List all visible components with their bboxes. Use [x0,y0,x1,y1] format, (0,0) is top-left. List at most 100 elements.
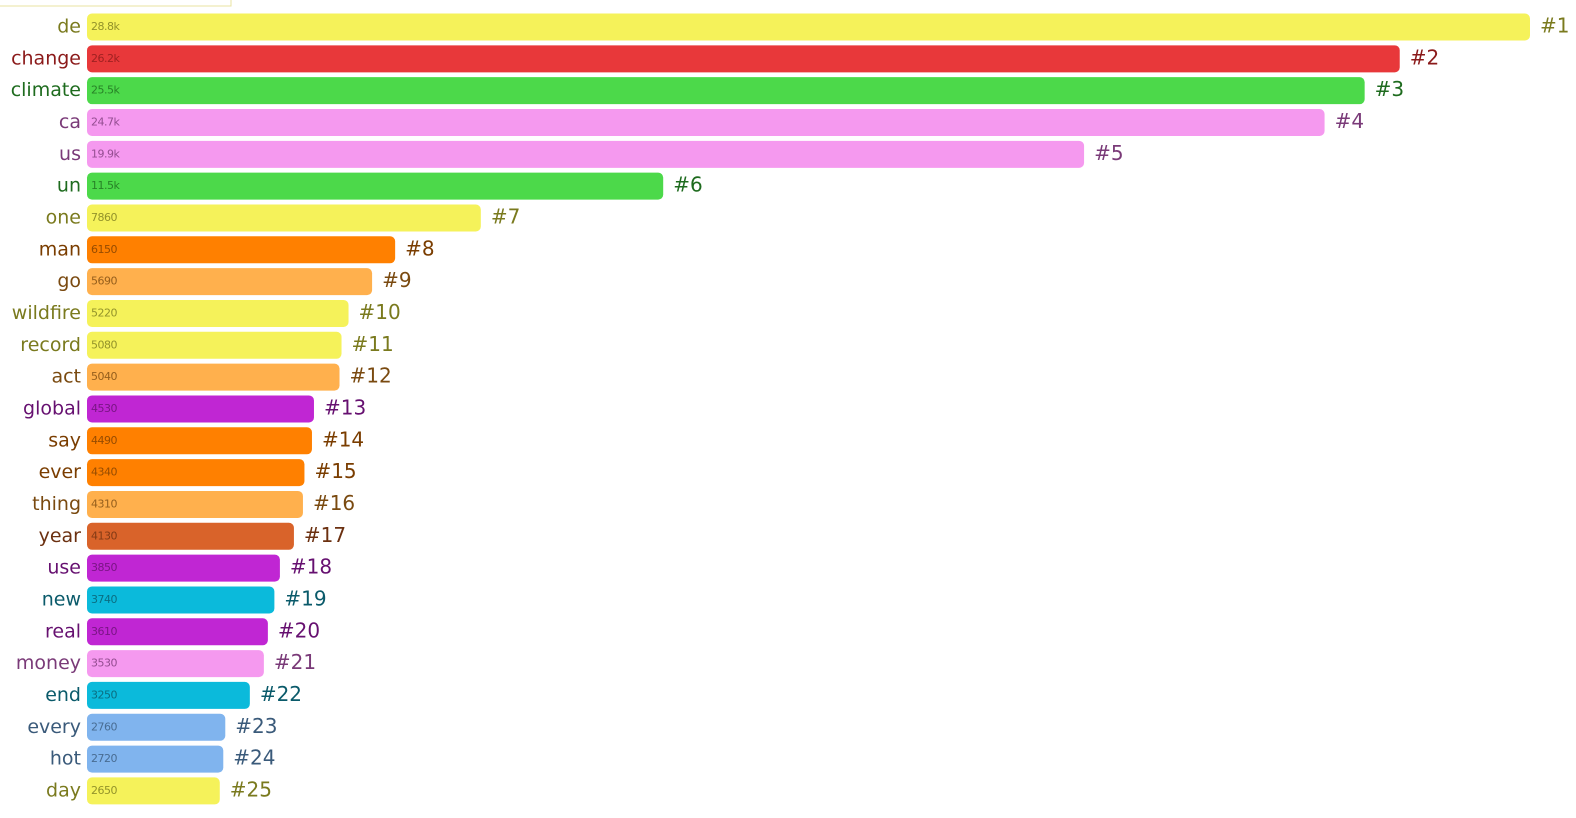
bar [87,77,1365,105]
bar [87,522,294,550]
value-label: 28.8k [91,20,120,33]
rank-label: #17 [304,523,346,547]
rank-label: #12 [350,364,392,388]
bar [87,745,224,773]
value-label: 2760 [91,720,117,733]
value-label: 26.2k [91,52,120,65]
value-label: 11.5k [91,179,120,192]
category-label: every [27,716,81,738]
category-label: one [46,206,81,228]
category-label: record [20,334,81,356]
value-label: 4490 [91,434,117,447]
category-label: wildfire [12,302,81,324]
bar [87,777,220,805]
value-label: 3250 [91,688,117,701]
top-box [0,0,232,7]
rank-label: #2 [1410,45,1439,69]
category-label: go [57,270,81,292]
value-label: 6150 [91,243,117,256]
bar [87,108,1325,136]
category-label: money [16,652,81,674]
value-label: 4310 [91,497,117,510]
category-label: man [39,238,81,260]
rank-label: #8 [405,236,434,260]
rank-label: #3 [1375,77,1404,101]
category-label: year [39,525,82,547]
bar [87,268,373,296]
category-label: act [51,366,81,388]
bar [87,140,1085,168]
rank-label: #22 [260,682,302,706]
category-label: new [42,588,81,610]
category-label: global [23,397,81,419]
rank-label: #19 [284,586,326,610]
value-label: 3610 [91,625,117,638]
category-label: ca [59,111,81,133]
value-label: 19.9k [91,147,120,160]
bar [87,554,280,582]
category-label: hot [50,748,81,770]
bar [87,618,268,646]
rank-label: #16 [313,491,355,515]
rank-label: #7 [491,204,520,228]
value-label: 3850 [91,561,117,574]
category-label: ever [39,461,82,483]
rank-label: #14 [322,427,364,451]
value-label: 5220 [91,306,117,319]
bar [87,172,664,200]
value-label: 24.7k [91,115,120,128]
rank-label: #4 [1335,109,1364,133]
category-label: say [48,429,81,451]
bar [87,427,312,455]
rank-label: #11 [352,332,394,356]
category-label: thing [32,493,81,515]
value-label: 3740 [91,593,117,606]
value-label: 25.5k [91,84,120,97]
value-label: 2650 [91,784,117,797]
category-label: de [57,16,81,38]
value-label: 4340 [91,466,117,479]
bar [87,681,250,709]
value-label: 5040 [91,370,117,383]
bar [87,363,340,391]
rank-label: #10 [359,300,401,324]
category-label: end [45,684,81,706]
bar [87,236,396,264]
category-label: us [59,143,81,165]
category-label: real [45,620,81,642]
rank-label: #25 [230,777,272,801]
rank-label: #15 [314,459,356,483]
category-label: day [46,779,81,801]
bar [87,713,226,741]
value-label: 4530 [91,402,117,415]
value-label: 5690 [91,275,117,288]
bar [87,650,264,678]
rank-label: #18 [290,555,332,579]
rank-label: #6 [673,173,702,197]
value-label: 3530 [91,657,117,670]
value-label: 4130 [91,529,117,542]
bar [87,299,349,327]
rank-label: #24 [233,746,275,770]
rank-label: #21 [274,650,316,674]
value-label: 5080 [91,338,117,351]
bar [87,204,481,232]
bar [87,395,314,423]
rank-label: #5 [1094,141,1123,165]
bar [87,45,1400,73]
category-label: climate [11,79,81,101]
bar [87,459,305,487]
category-label: change [11,47,81,69]
rank-label: #1 [1540,14,1569,38]
rank-label: #20 [278,618,320,642]
bar [87,586,275,614]
bar [87,490,303,518]
category-label: un [57,175,81,197]
rank-label: #9 [382,268,411,292]
value-label: 7860 [91,211,117,224]
category-label: use [47,557,81,579]
rank-label: #13 [324,395,366,419]
value-label: 2720 [91,752,117,765]
bar [87,13,1530,41]
